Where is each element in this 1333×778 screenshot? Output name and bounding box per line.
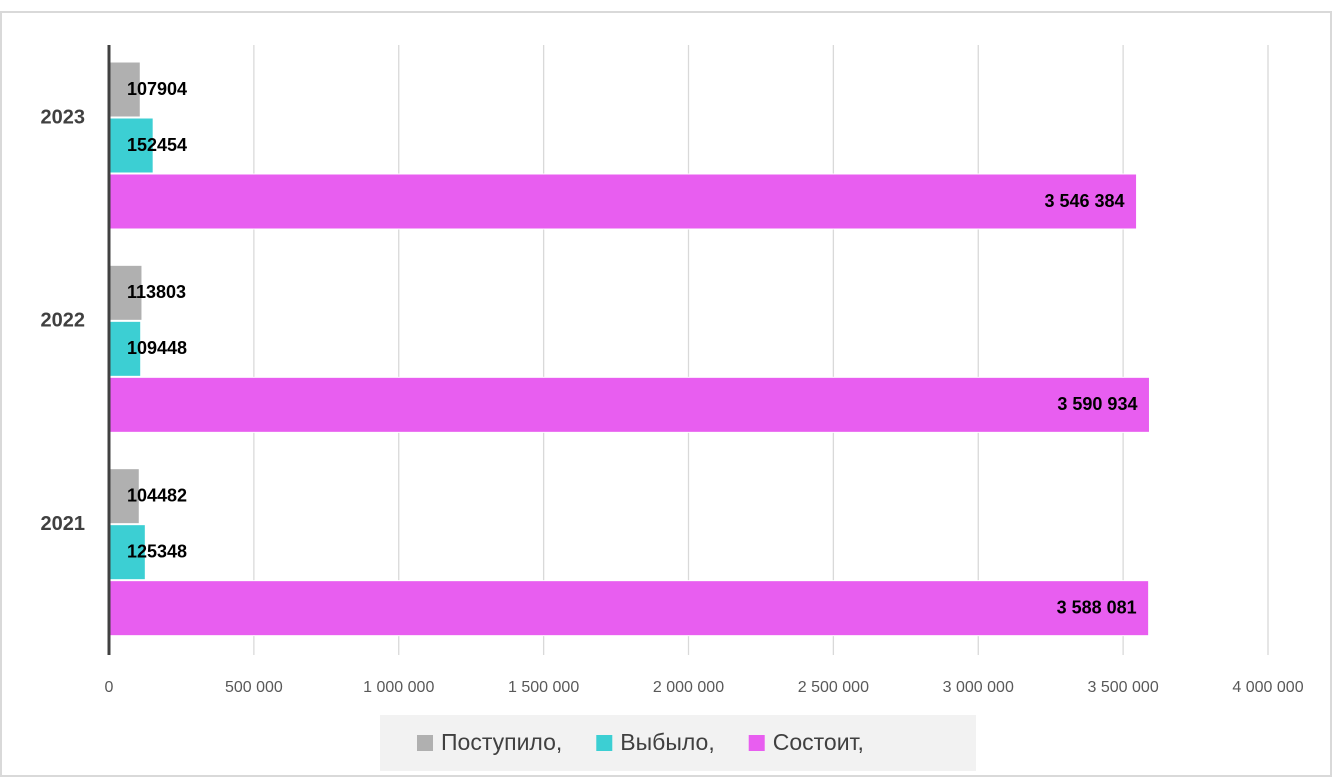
x-tick-label: 500 000 — [225, 679, 283, 696]
y-tick-label: 2023 — [41, 106, 86, 128]
data-label: 113803 — [127, 282, 186, 302]
bar — [108, 580, 1150, 637]
data-label: 125348 — [127, 541, 187, 561]
data-label: 3 546 384 — [1044, 191, 1124, 211]
legend-swatch — [596, 735, 613, 751]
data-label: 3 590 934 — [1057, 394, 1137, 414]
data-label: 109448 — [127, 338, 187, 358]
data-label: 107904 — [127, 79, 187, 99]
legend-swatch — [417, 735, 433, 751]
y-tick-label: 2022 — [41, 310, 86, 332]
x-tick-label: 1 500 000 — [508, 679, 579, 696]
bar — [108, 468, 140, 525]
legend-label: Выбыло, — [620, 729, 714, 755]
legend-box — [380, 715, 976, 771]
legend-label: Состоит, — [773, 729, 864, 755]
x-tick-label: 2 500 000 — [798, 679, 869, 696]
bar — [108, 376, 1150, 433]
data-label: 152454 — [127, 135, 187, 155]
x-tick-label: 3 500 000 — [1088, 679, 1159, 696]
data-label: 104482 — [127, 485, 187, 505]
x-tick-label: 4 000 000 — [1232, 679, 1303, 696]
x-tick-label: 3 000 000 — [943, 679, 1014, 696]
y-tick-label: 2021 — [41, 513, 86, 535]
bar — [108, 173, 1138, 230]
x-tick-label: 0 — [105, 679, 114, 696]
legend-label: Поступило, — [441, 729, 562, 755]
bar — [108, 320, 142, 377]
bar — [108, 264, 143, 321]
x-tick-label: 1 000 000 — [363, 679, 434, 696]
legend-swatch — [748, 735, 765, 751]
data-label: 3 588 081 — [1057, 597, 1137, 617]
x-tick-label: 2 000 000 — [653, 679, 724, 696]
bar — [108, 61, 141, 118]
bar — [108, 524, 146, 581]
